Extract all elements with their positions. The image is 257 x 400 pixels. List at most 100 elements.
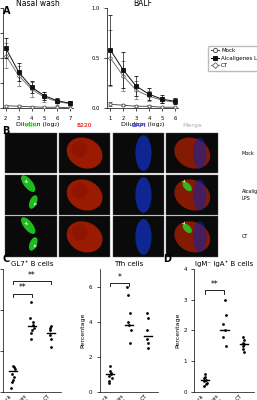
Text: Mock: Mock bbox=[242, 150, 255, 156]
Ellipse shape bbox=[193, 179, 207, 211]
Point bbox=[49, 336, 53, 342]
Point bbox=[146, 315, 151, 321]
Point bbox=[146, 345, 150, 351]
Bar bbox=[59, 174, 111, 215]
Text: Alcaligenes
LPS: Alcaligenes LPS bbox=[242, 189, 257, 200]
Point bbox=[10, 379, 14, 385]
Point bbox=[242, 336, 246, 343]
Ellipse shape bbox=[71, 140, 88, 157]
Point bbox=[128, 310, 132, 316]
Ellipse shape bbox=[193, 137, 207, 169]
Ellipse shape bbox=[182, 182, 192, 191]
Ellipse shape bbox=[174, 179, 210, 210]
Point bbox=[10, 385, 14, 391]
Point bbox=[223, 296, 227, 303]
X-axis label: Dilution (log₂): Dilution (log₂) bbox=[121, 122, 164, 127]
Point bbox=[201, 375, 206, 381]
Title: IgM⁻ IgA⁺ B cells: IgM⁻ IgA⁺ B cells bbox=[195, 260, 254, 267]
Ellipse shape bbox=[21, 175, 35, 192]
Point bbox=[109, 370, 113, 376]
Point bbox=[108, 362, 113, 369]
Point bbox=[242, 349, 246, 355]
Y-axis label: Percentage: Percentage bbox=[176, 313, 181, 348]
Point bbox=[221, 334, 225, 340]
Point bbox=[126, 292, 130, 298]
Point bbox=[203, 370, 207, 377]
Text: **: ** bbox=[19, 283, 26, 292]
Point bbox=[49, 344, 53, 350]
Bar bbox=[5, 174, 57, 215]
Point bbox=[223, 327, 227, 334]
Point bbox=[29, 298, 33, 305]
Ellipse shape bbox=[67, 138, 103, 169]
Bar bbox=[166, 174, 218, 215]
Point bbox=[30, 327, 34, 334]
Ellipse shape bbox=[135, 219, 152, 255]
Bar bbox=[59, 216, 111, 257]
Point bbox=[11, 376, 15, 383]
Text: **: ** bbox=[28, 271, 36, 280]
Title: BALF: BALF bbox=[133, 0, 152, 8]
Text: B: B bbox=[3, 126, 10, 136]
Point bbox=[224, 343, 228, 349]
Bar bbox=[166, 216, 218, 257]
Text: A: A bbox=[3, 6, 10, 16]
Title: Tfh cells: Tfh cells bbox=[114, 261, 144, 267]
Point bbox=[125, 283, 130, 290]
Ellipse shape bbox=[135, 135, 152, 171]
Ellipse shape bbox=[182, 224, 192, 233]
Legend: Mock, Alcaligenes LPS, CT: Mock, Alcaligenes LPS, CT bbox=[208, 46, 257, 71]
Point bbox=[29, 330, 33, 336]
Ellipse shape bbox=[71, 224, 88, 241]
Text: *: * bbox=[118, 273, 122, 282]
Point bbox=[202, 378, 206, 384]
Text: B220: B220 bbox=[77, 122, 92, 128]
Point bbox=[107, 373, 111, 379]
Ellipse shape bbox=[67, 179, 103, 210]
Point bbox=[10, 371, 14, 377]
Point bbox=[31, 319, 35, 326]
Point bbox=[145, 310, 149, 316]
Point bbox=[128, 327, 133, 334]
Point bbox=[28, 315, 32, 321]
Point bbox=[11, 362, 15, 369]
Bar bbox=[113, 133, 164, 174]
Point bbox=[49, 323, 53, 330]
Point bbox=[128, 340, 132, 346]
Point bbox=[12, 374, 16, 380]
Text: DAPI: DAPI bbox=[131, 122, 146, 128]
Point bbox=[241, 340, 245, 346]
Bar bbox=[59, 133, 111, 174]
Point bbox=[48, 331, 52, 338]
Point bbox=[126, 318, 130, 325]
Point bbox=[241, 343, 245, 349]
Point bbox=[145, 327, 149, 334]
Point bbox=[242, 341, 246, 348]
Point bbox=[204, 376, 208, 383]
Point bbox=[221, 321, 225, 328]
Ellipse shape bbox=[193, 221, 207, 252]
Bar bbox=[113, 174, 164, 215]
Point bbox=[32, 325, 36, 331]
Text: D: D bbox=[163, 254, 171, 264]
Point bbox=[224, 312, 228, 318]
Ellipse shape bbox=[67, 221, 103, 252]
Point bbox=[241, 334, 245, 340]
Ellipse shape bbox=[29, 195, 38, 209]
Text: CT: CT bbox=[242, 234, 248, 239]
Point bbox=[107, 378, 111, 385]
Ellipse shape bbox=[21, 217, 35, 234]
Text: Merge: Merge bbox=[182, 122, 202, 128]
Ellipse shape bbox=[174, 221, 210, 252]
Bar bbox=[113, 216, 164, 257]
Point bbox=[203, 374, 207, 380]
Point bbox=[204, 381, 208, 388]
Point bbox=[29, 336, 33, 342]
Ellipse shape bbox=[135, 177, 152, 213]
Point bbox=[145, 336, 149, 342]
Point bbox=[202, 383, 206, 389]
Y-axis label: Percentage: Percentage bbox=[81, 313, 86, 348]
Point bbox=[127, 322, 132, 328]
Point bbox=[12, 364, 16, 370]
Point bbox=[31, 322, 35, 328]
